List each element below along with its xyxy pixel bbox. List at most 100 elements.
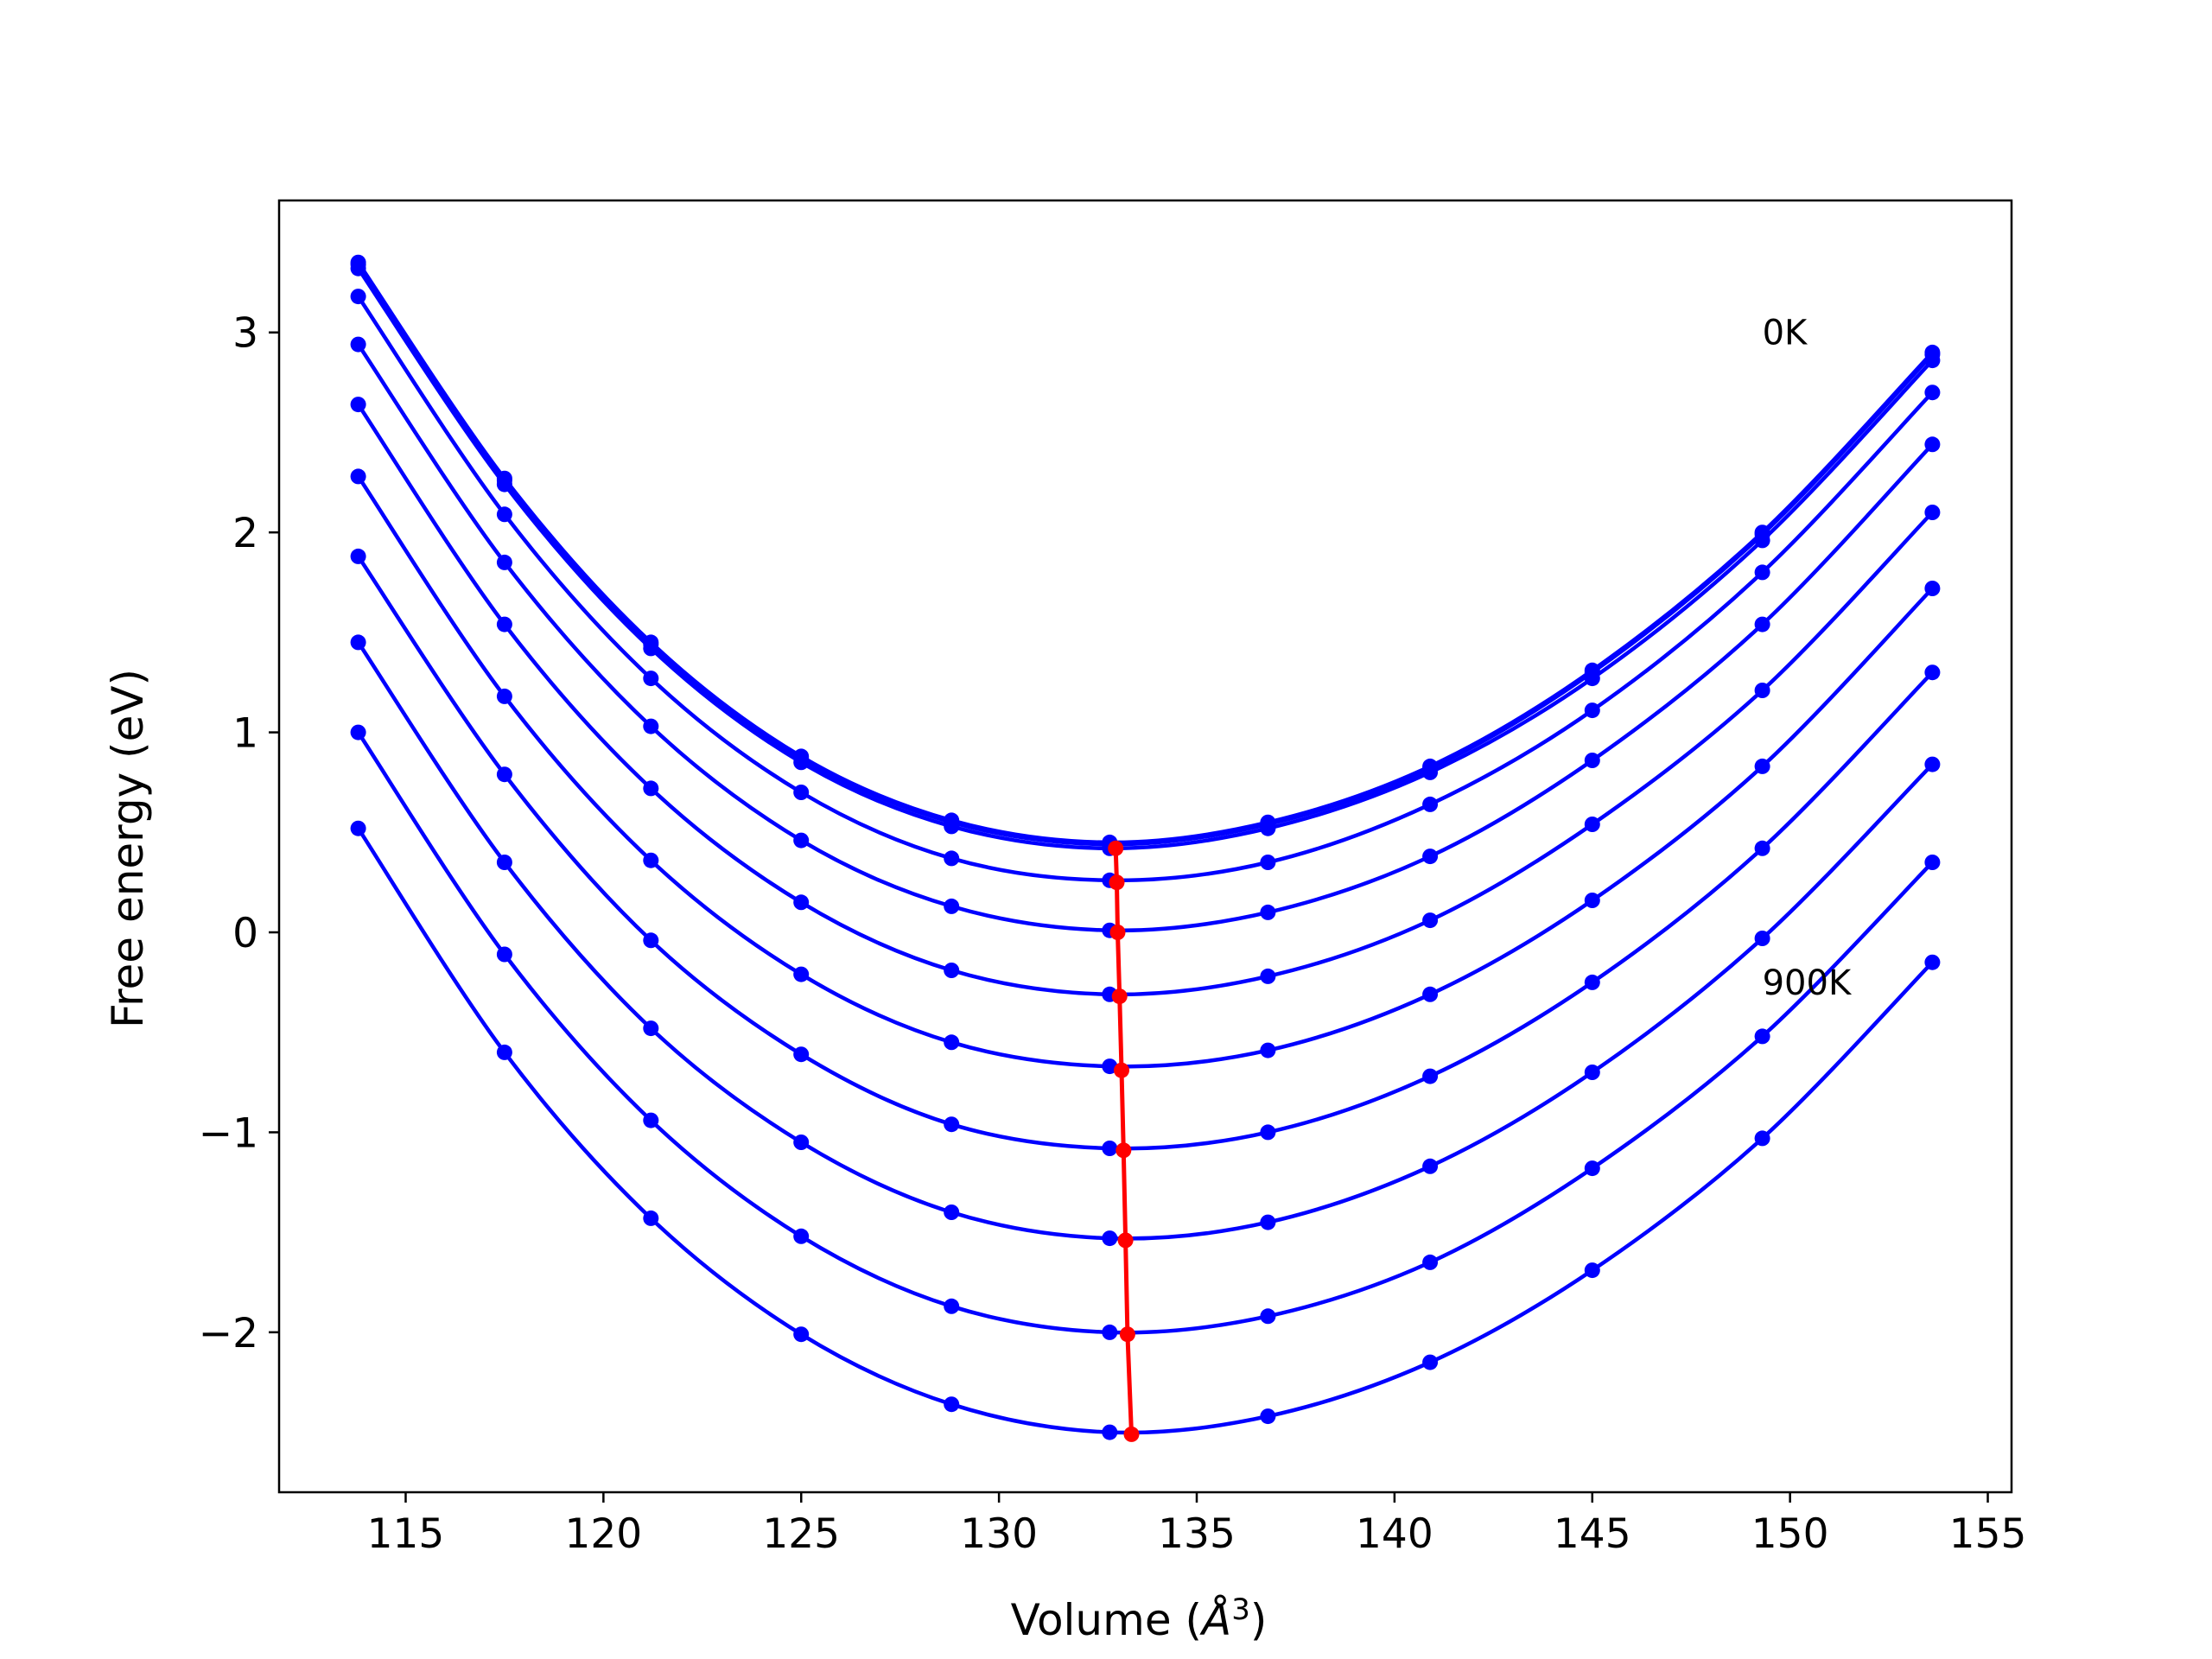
series-2-point-3 — [793, 754, 810, 771]
series-3-point-0 — [350, 289, 366, 305]
series-6-point-0 — [350, 468, 366, 485]
series-2-point-8 — [1584, 671, 1600, 687]
y-tick-label: 3 — [232, 310, 258, 358]
series-10-point-8 — [1584, 1262, 1600, 1279]
series-9-point-8 — [1584, 1160, 1600, 1177]
y-tick-label: −2 — [199, 1310, 258, 1357]
series-10-point-3 — [793, 1326, 810, 1343]
series-6-point-3 — [793, 966, 810, 982]
x-tick-label: 145 — [1554, 1510, 1631, 1558]
series-3-point-8 — [1584, 702, 1600, 719]
series-5-point-9 — [1754, 683, 1770, 698]
series-2-point-6 — [1260, 820, 1276, 836]
series-7-point-1 — [496, 766, 512, 783]
series-8-point-4 — [944, 1205, 960, 1220]
y-tick-label: 2 — [232, 510, 258, 557]
series-2-point-4 — [944, 818, 960, 835]
series-10-point-1 — [496, 1044, 512, 1060]
series-4-point-3 — [793, 832, 810, 849]
minima-point-6 — [1117, 1232, 1134, 1249]
series-5-point-6 — [1260, 968, 1276, 984]
series-9-point-3 — [793, 1228, 810, 1244]
series-4-point-2 — [643, 718, 659, 734]
series-6-point-10 — [1924, 581, 1941, 596]
x-tick-label: 135 — [1158, 1510, 1236, 1558]
x-tick-label: 130 — [960, 1510, 1038, 1558]
series-8-point-6 — [1260, 1214, 1276, 1230]
x-tick-label: 120 — [565, 1510, 643, 1558]
series-2-point-0 — [350, 260, 366, 276]
series-4-point-1 — [496, 554, 512, 570]
series-6-point-5 — [1102, 1058, 1118, 1075]
x-axis-label: Volume (Å3) — [1011, 1592, 1268, 1645]
x-axis-ticks: 115 120 125 130 135 140 145 150 155 — [367, 1492, 2027, 1558]
x-axis-label-suffix: ) — [1250, 1595, 1268, 1645]
x-tick-label: 155 — [1949, 1510, 2027, 1558]
series-10-point-10 — [1924, 954, 1941, 970]
series-4-point-8 — [1584, 753, 1600, 768]
series-8-point-10 — [1924, 756, 1941, 772]
minima-point-5 — [1116, 1142, 1132, 1159]
series-6-point-8 — [1584, 893, 1600, 908]
annotations-layer: 0K 900K — [1763, 314, 1853, 1003]
series-10-point-5 — [1102, 1424, 1118, 1440]
series-2-point-7 — [1422, 764, 1439, 780]
series-8-point-5 — [1102, 1230, 1118, 1247]
series-5-point-8 — [1584, 817, 1600, 832]
series-2-point-9 — [1754, 532, 1770, 549]
x-tick-label: 150 — [1751, 1510, 1829, 1558]
series-10-point-6 — [1260, 1408, 1276, 1425]
series-2-point-1 — [496, 476, 512, 493]
series-8-point-2 — [643, 1020, 659, 1037]
series-6-point-9 — [1754, 758, 1770, 774]
series-8-point-8 — [1584, 1065, 1600, 1080]
series-4-point-0 — [350, 336, 366, 353]
series-6-point-6 — [1260, 1042, 1276, 1058]
series-9-point-1 — [496, 946, 512, 963]
series-3-point-10 — [1924, 385, 1941, 401]
series-3-point-4 — [944, 850, 960, 867]
series-8-point-3 — [793, 1135, 810, 1150]
x-tick-label: 140 — [1356, 1510, 1433, 1558]
series-9-point-4 — [944, 1298, 960, 1314]
minima-point-0 — [1108, 840, 1124, 856]
series-2-point-2 — [643, 640, 659, 657]
series-6-point-2 — [643, 852, 659, 868]
series-2-point-10 — [1924, 353, 1941, 369]
series-9-point-2 — [643, 1112, 659, 1128]
series-4-point-4 — [944, 898, 960, 914]
annotation-1: 900K — [1763, 963, 1853, 1003]
series-5-point-7 — [1422, 912, 1439, 929]
series-7-point-4 — [944, 1116, 960, 1133]
series-5-point-1 — [496, 616, 512, 632]
series-10-point-2 — [643, 1210, 659, 1226]
x-axis-label-exponent: 3 — [1231, 1592, 1250, 1627]
series-3-point-7 — [1422, 796, 1439, 812]
series-4-point-7 — [1422, 849, 1439, 865]
series-5-point-2 — [643, 780, 659, 797]
series-9-point-0 — [350, 724, 366, 741]
series-9-point-6 — [1260, 1308, 1276, 1325]
series-8-point-9 — [1754, 931, 1770, 946]
series-3-point-6 — [1260, 855, 1276, 870]
x-tick-label: 115 — [367, 1510, 445, 1558]
series-7-point-3 — [793, 1046, 810, 1063]
series-4-point-6 — [1260, 904, 1276, 920]
series-10-point-4 — [944, 1396, 960, 1413]
y-axis-label: Free energy (eV) — [103, 669, 153, 1028]
series-9-point-9 — [1754, 1028, 1770, 1045]
minima-point-8 — [1123, 1426, 1140, 1442]
series-7-point-7 — [1422, 1068, 1439, 1084]
x-axis-label-prefix: Volume ( — [1011, 1595, 1202, 1645]
series-6-point-1 — [496, 688, 512, 704]
series-4-point-9 — [1754, 616, 1770, 632]
y-tick-label: 0 — [232, 910, 258, 957]
y-tick-label: −1 — [199, 1109, 258, 1157]
series-5-point-0 — [350, 397, 366, 413]
series-6-point-7 — [1422, 986, 1439, 1002]
series-7-point-8 — [1584, 974, 1600, 990]
series-3-point-3 — [793, 785, 810, 800]
series-10-point-7 — [1422, 1354, 1439, 1370]
series-7-point-6 — [1260, 1124, 1276, 1141]
